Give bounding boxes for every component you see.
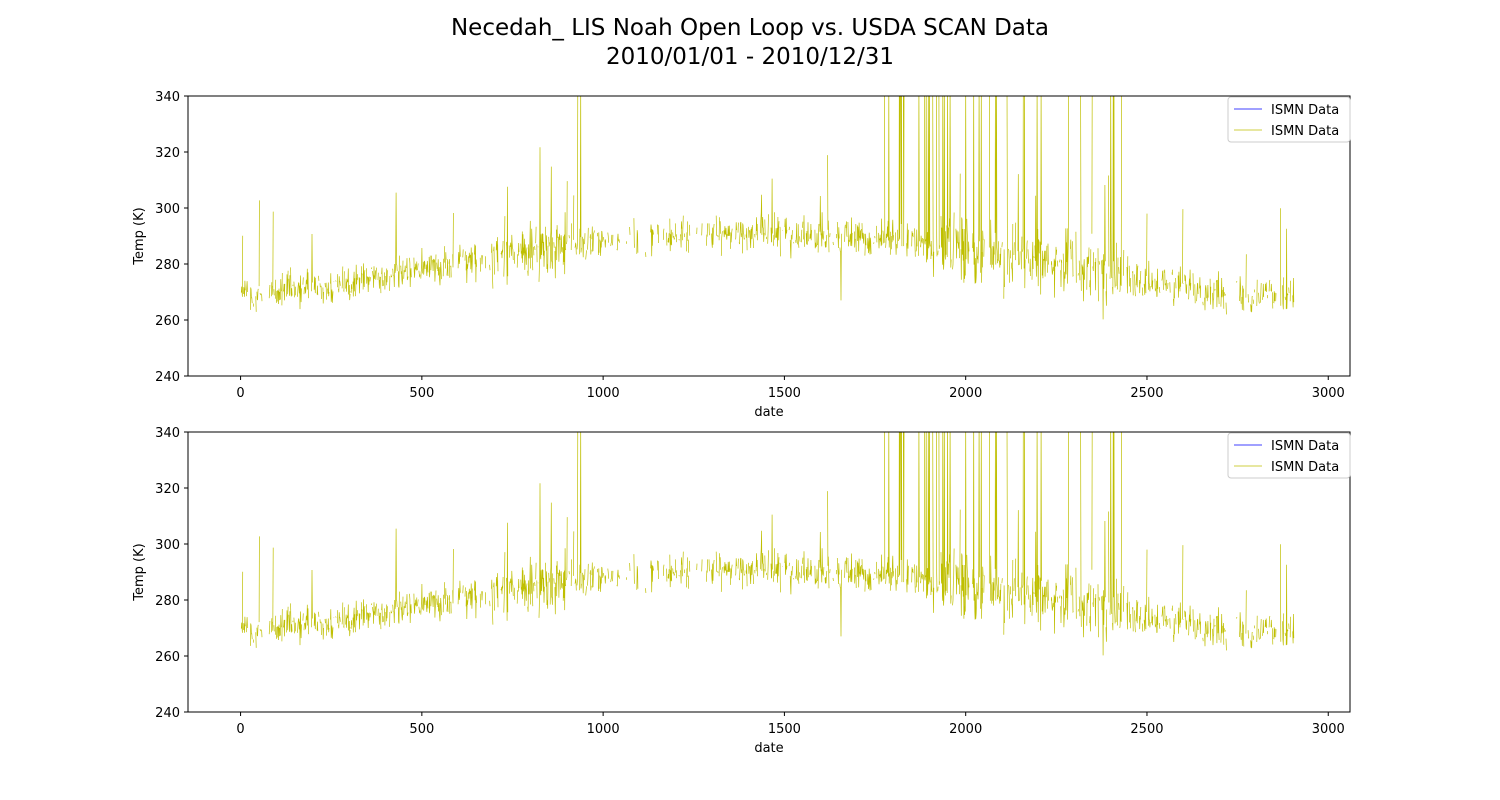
chart-panel-2: 0 500 1000 1500 2000 2500 3000 240 260 280 300 320 3… <box>132 426 1351 756</box>
y-tick-label: 280 <box>155 594 180 609</box>
axes-frame <box>187 431 1351 713</box>
x-tick-label: 2500 <box>1130 386 1163 401</box>
y-axis-label: Temp (K) <box>132 207 147 265</box>
chart-panel-1: 0 500 1000 1500 2000 2500 3000 240 260 280 300 320 3… <box>132 90 1351 420</box>
y-tick-label: 280 <box>155 258 180 273</box>
chart-title-line2: 2010/01/01 - 2010/12/31 <box>606 44 894 70</box>
y-tick-label: 340 <box>155 426 180 441</box>
x-tick-label: 1500 <box>768 386 801 401</box>
x-tick-label: 0 <box>236 722 244 737</box>
x-tick-label: 0 <box>236 386 244 401</box>
axes-frame <box>187 95 1351 377</box>
x-tick-label: 2000 <box>949 386 982 401</box>
y-tick-label: 240 <box>155 706 180 721</box>
y-axis-label: Temp (K) <box>132 543 147 601</box>
y-tick-label: 260 <box>155 314 180 329</box>
x-tick-label: 3000 <box>1312 722 1345 737</box>
legend-box <box>1227 96 1351 143</box>
x-tick-label: 2000 <box>949 722 982 737</box>
x-tick-label: 3000 <box>1312 386 1345 401</box>
chart-title-line1: Necedah_ LIS Noah Open Loop vs. USDA SCA… <box>451 15 1049 41</box>
legend-label: ISMN Data <box>1271 124 1339 139</box>
legend-label: ISMN Data <box>1271 439 1339 454</box>
series-line-yellow <box>240 432 1295 656</box>
x-tick-label: 1000 <box>587 722 620 737</box>
legend-box <box>1227 432 1351 479</box>
x-axis-label: date <box>754 405 783 420</box>
x-tick-label: 500 <box>409 722 434 737</box>
legend-label: ISMN Data <box>1271 103 1339 118</box>
x-tick-label: 500 <box>409 386 434 401</box>
y-tick-label: 300 <box>155 538 180 553</box>
series-line-yellow <box>240 96 1295 320</box>
x-tick-label: 1500 <box>768 722 801 737</box>
y-tick-label: 340 <box>155 90 180 105</box>
x-tick-label: 2500 <box>1130 722 1163 737</box>
y-tick-label: 320 <box>155 482 180 497</box>
legend: ISMN Data ISMN Data <box>1227 96 1351 143</box>
legend-label: ISMN Data <box>1271 460 1339 475</box>
x-axis-label: date <box>754 741 783 756</box>
y-tick-label: 240 <box>155 370 180 385</box>
y-tick-label: 320 <box>155 146 180 161</box>
x-tick-label: 1000 <box>587 386 620 401</box>
y-tick-label: 300 <box>155 202 180 217</box>
y-tick-label: 260 <box>155 650 180 665</box>
legend: ISMN Data ISMN Data <box>1227 432 1351 479</box>
